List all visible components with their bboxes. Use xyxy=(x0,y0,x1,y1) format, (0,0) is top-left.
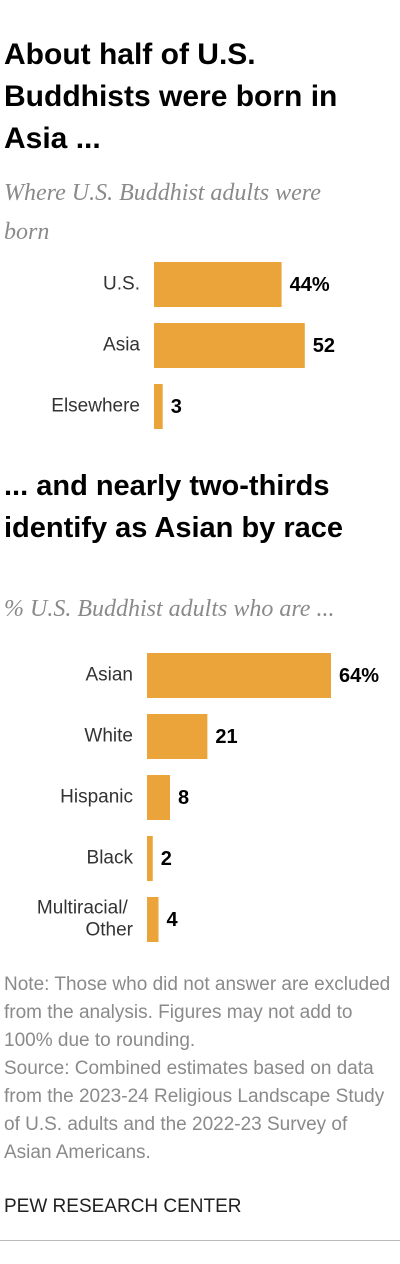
note: Note: Those who did not answer are exclu… xyxy=(4,974,391,1051)
bar xyxy=(147,714,208,759)
chart: U.S. 44% Asia 52 Elsewhere 3 xyxy=(51,262,335,429)
footer: PEW RESEARCH CENTER xyxy=(4,1196,242,1217)
chart-subtitle: % U.S. Buddhist adults who are ... xyxy=(4,596,335,622)
category-label: Asian xyxy=(85,665,133,686)
value-label: 52 xyxy=(313,335,335,357)
value-label: 3 xyxy=(171,396,182,418)
value-label: 21 xyxy=(215,726,237,748)
value-label: 64% xyxy=(339,665,379,687)
category-label: Multiracial/ Other xyxy=(37,898,134,941)
bar xyxy=(147,653,331,698)
bar xyxy=(147,836,153,881)
value-label: 2 xyxy=(161,848,172,870)
chart-title: ... and nearly two-thirds identify as As… xyxy=(4,470,344,544)
value-label: 4 xyxy=(167,909,179,931)
bar xyxy=(154,384,163,429)
chart-subtitle: Where U.S. Buddhist adults were born xyxy=(4,180,321,245)
source: Source: Combined estimates based on data… xyxy=(4,1058,385,1163)
bar xyxy=(154,262,282,307)
bar xyxy=(154,323,305,368)
category-label: Elsewhere xyxy=(51,396,140,417)
divider xyxy=(0,1240,400,1241)
bar xyxy=(147,897,159,942)
bar xyxy=(147,775,170,820)
category-label: Hispanic xyxy=(60,787,133,808)
category-label: U.S. xyxy=(103,274,140,295)
category-label: Black xyxy=(87,848,134,869)
category-label: White xyxy=(84,726,133,747)
value-label: 44% xyxy=(290,274,330,296)
chart-title: About half of U.S. Buddhists were born i… xyxy=(4,38,338,155)
category-label: Asia xyxy=(103,335,140,356)
chart: Asian 64% White 21 Hispanic 8 Black 2 Multiracia… xyxy=(37,653,379,942)
value-label: 8 xyxy=(178,787,189,809)
